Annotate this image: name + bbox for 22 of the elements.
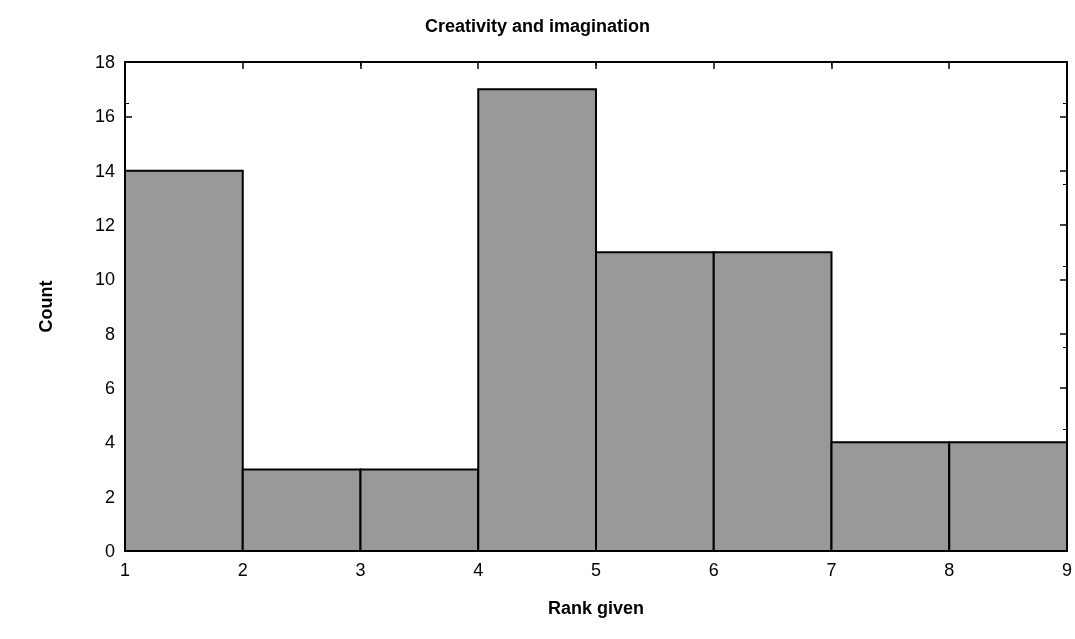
- y-tick-label: 0: [104, 541, 115, 561]
- y-tick-label: 2: [104, 486, 115, 507]
- chart-title: Creativity and imagination: [424, 16, 651, 36]
- x-tick-label: 5: [590, 560, 602, 580]
- x-axis-title: Rank given: [547, 598, 645, 618]
- y-tick-label: 4: [104, 432, 115, 453]
- y-axis-title: Count: [36, 280, 56, 333]
- y-tick-label: 8: [104, 323, 115, 344]
- x-tick-label: 4: [473, 560, 484, 580]
- y-tick-label: 14: [94, 160, 115, 181]
- x-tick-label: 1: [119, 560, 131, 580]
- x-tick-label: 7: [826, 560, 837, 580]
- y-tick-label: 18: [94, 52, 115, 72]
- x-tick-label: 3: [355, 560, 366, 580]
- y-tick-label: 10: [94, 269, 115, 290]
- y-tick-label: 6: [104, 378, 115, 398]
- y-tick-label: 12: [94, 215, 115, 235]
- x-tick-label: 9: [1061, 560, 1072, 580]
- x-tick-label: 6: [708, 560, 719, 580]
- x-tick-label: 8: [944, 560, 955, 580]
- y-tick-label: 16: [94, 106, 115, 127]
- x-tick-label: 2: [237, 560, 248, 580]
